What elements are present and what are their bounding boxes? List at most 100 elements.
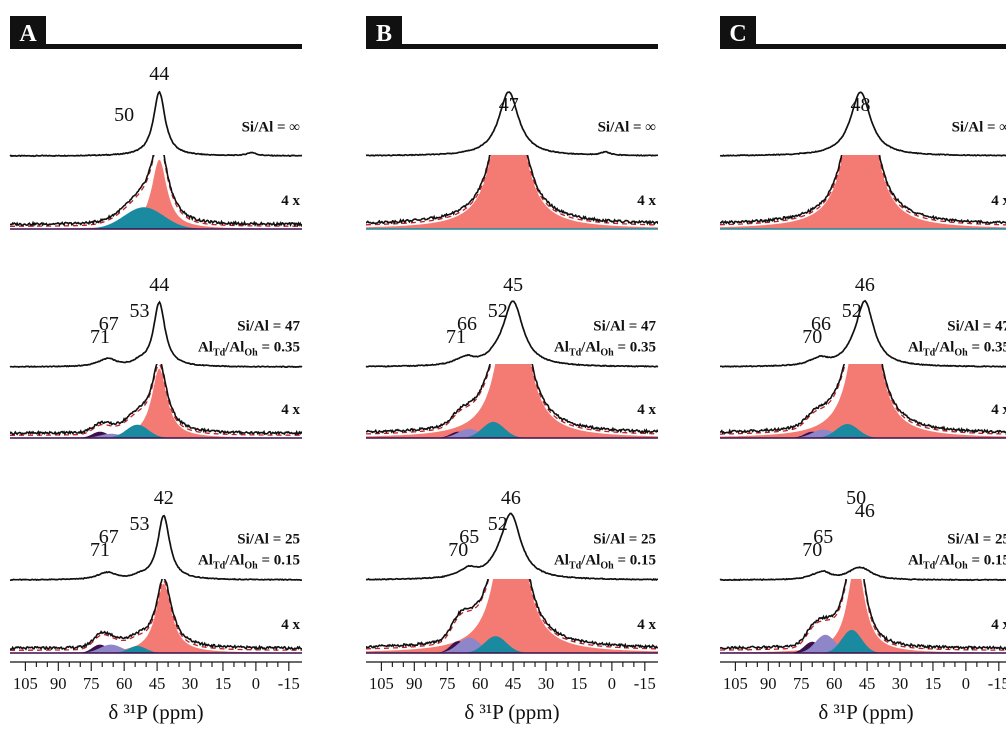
x-axis-title: δ ³¹P (ppm) <box>818 700 913 724</box>
peak-label: 70 <box>802 539 822 561</box>
x-tick-label: 0 <box>962 674 970 693</box>
deconvolution <box>366 155 658 229</box>
x-tick-label: 105 <box>369 674 394 693</box>
magnification-label: 4 x <box>281 617 300 633</box>
x-tick-label: 0 <box>608 674 616 693</box>
magnification-label: 4 x <box>281 193 300 209</box>
fit-component-2 <box>720 629 1006 653</box>
experimental-4x-line <box>366 364 658 435</box>
al-td-oh-ratio-label: AlTd/AlOh = 0.35 <box>554 340 656 359</box>
peak-label: 52 <box>488 513 508 535</box>
deconvolution <box>720 155 1006 229</box>
deconvolution <box>720 364 1006 438</box>
x-tick-label: 75 <box>83 674 100 693</box>
si-al-ratio-label: Si/Al = 25 <box>947 532 1006 548</box>
magnification-label: 4 x <box>991 402 1006 418</box>
peak-label: 67 <box>99 313 119 335</box>
si-al-ratio-label: Si/Al = ∞ <box>952 120 1006 136</box>
fit-envelope-line <box>10 580 302 651</box>
fit-envelope-line <box>366 155 658 226</box>
x-tick-label: -15 <box>988 674 1006 693</box>
peak-label: 46 <box>855 274 875 296</box>
deconvolution <box>366 364 658 438</box>
main-spectrum-line <box>719 299 1006 368</box>
al-td-oh-ratio-label: AlTd/AlOh = 0.15 <box>554 553 656 572</box>
magnification-label: 4 x <box>637 617 656 633</box>
x-tick-label: 60 <box>826 674 843 693</box>
x-tick-label: -15 <box>278 674 300 693</box>
magnification-label: 4 x <box>637 193 656 209</box>
fit-envelope-line <box>720 155 1006 226</box>
fit-component-0 <box>10 207 302 229</box>
peak-label: 52 <box>488 300 508 322</box>
fitted-main-peak <box>10 583 302 653</box>
x-tick-label: 105 <box>13 674 38 693</box>
x-tick-label: 45 <box>149 674 166 693</box>
x-axis: 105 90 75 60 45 30 15 0 -15 δ ³¹P (ppm) <box>720 661 1006 724</box>
deconvolution <box>10 364 302 438</box>
x-axis-title: δ ³¹P (ppm) <box>108 700 203 724</box>
fit-component-2 <box>366 636 658 653</box>
panel-header-bar <box>10 44 302 49</box>
si-al-ratio-label: Si/Al = 47 <box>237 319 300 335</box>
fit-component-2 <box>720 424 1006 438</box>
fitted-main-peak <box>366 579 658 653</box>
x-tick-label: 105 <box>723 674 748 693</box>
panel-letter-box <box>10 16 46 48</box>
panel-letter-box <box>366 16 402 48</box>
peak-label: 48 <box>851 94 871 116</box>
peak-label: 52 <box>842 300 862 322</box>
deconvolution <box>366 579 658 653</box>
peak-label: 71 <box>90 326 110 348</box>
deconvolution <box>10 579 302 653</box>
peak-label: 65 <box>813 526 833 548</box>
peak-label: 71 <box>446 326 466 348</box>
x-tick-label: 75 <box>793 674 810 693</box>
fitted-main-peak <box>720 579 1006 653</box>
panel-letter: A <box>19 21 37 47</box>
experimental-4x-line <box>720 364 1006 435</box>
x-tick-label: 90 <box>50 674 67 693</box>
x-tick-label: -15 <box>634 674 656 693</box>
x-tick-label: 15 <box>215 674 232 693</box>
fitted-main-peak <box>720 155 1006 229</box>
x-tick-label: 90 <box>406 674 423 693</box>
spectrum-row: 50 44 Si/Al = ∞ 4 x <box>9 63 303 230</box>
peak-label: 46 <box>855 500 875 522</box>
deconvolution <box>720 579 1006 653</box>
x-tick-label: 90 <box>760 674 777 693</box>
fit-envelope-line <box>366 579 658 650</box>
peak-label: 45 <box>503 274 523 296</box>
peak-label: 44 <box>149 63 169 85</box>
spectrum-row: 47 Si/Al = ∞ 4 x <box>365 91 658 230</box>
x-tick-label: 30 <box>538 674 555 693</box>
al-td-oh-ratio-label: AlTd/AlOh = 0.35 <box>908 340 1006 359</box>
x-tick-label: 60 <box>116 674 133 693</box>
si-al-ratio-label: Si/Al = ∞ <box>242 120 301 136</box>
fit-envelope-line <box>10 364 302 436</box>
deconvolution <box>10 155 302 229</box>
main-spectrum-line <box>365 512 658 581</box>
peak-label: 46 <box>501 487 521 509</box>
si-al-ratio-label: Si/Al = 47 <box>593 319 656 335</box>
x-tick-label: 15 <box>925 674 942 693</box>
panel-header-bar <box>366 44 658 49</box>
panel-letter: B <box>376 21 392 47</box>
spectrum-row: 48 Si/Al = ∞ 4 x <box>719 91 1006 230</box>
x-tick-label: 75 <box>439 674 456 693</box>
main-spectrum-line <box>719 566 1006 582</box>
fitted-main-peak <box>10 368 302 438</box>
main-spectrum-line <box>9 300 303 369</box>
al-td-oh-ratio-label: AlTd/AlOh = 0.15 <box>908 553 1006 572</box>
experimental-4x-line <box>366 155 658 226</box>
magnification-label: 4 x <box>637 402 656 418</box>
peak-label: 53 <box>130 300 150 322</box>
